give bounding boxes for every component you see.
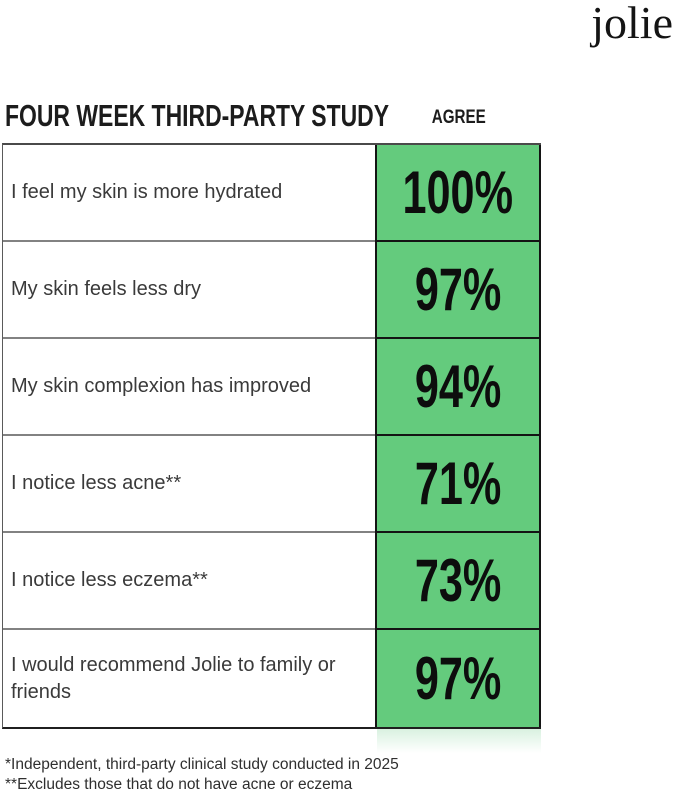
agree-value: 73% xyxy=(414,546,502,614)
agree-value-cell: 97% xyxy=(375,630,541,727)
statement-label: My skin feels less dry xyxy=(3,242,375,339)
study-title: FOUR WEEK THIRD-PARTY STUDY xyxy=(5,98,390,133)
green-column-glow xyxy=(377,729,541,753)
agree-value: 97% xyxy=(414,255,502,323)
table-row: I notice less acne** 71% xyxy=(3,436,541,533)
statement-label: I would recommend Jolie to family or fri… xyxy=(11,653,336,703)
agree-value: 71% xyxy=(414,449,502,517)
agree-value: 100% xyxy=(402,158,514,226)
agree-value-cell: 97% xyxy=(375,242,541,339)
statement-label: My skin complexion has improved xyxy=(3,339,375,436)
agree-value-cell: 71% xyxy=(375,436,541,533)
footnote-exclusion: **Excludes those that do not have acne o… xyxy=(5,776,353,793)
footnotes: *Independent, third-party clinical study… xyxy=(5,755,399,795)
study-results-table: I feel my skin is more hydrated 100% My … xyxy=(2,143,541,729)
statement-label: I notice less eczema** xyxy=(3,533,375,630)
table-row: I notice less eczema** 73% xyxy=(3,533,541,630)
table-row: I would recommend Jolie to family or fri… xyxy=(3,630,541,727)
statement-label: I notice less acne** xyxy=(3,436,375,533)
table-row: I feel my skin is more hydrated 100% xyxy=(3,145,541,242)
agree-column-header-text: AGREE xyxy=(431,107,487,128)
table-row: My skin feels less dry 97% xyxy=(3,242,541,339)
agree-value-cell: 100% xyxy=(375,145,541,242)
agree-column-header: AGREE xyxy=(377,108,541,127)
footnote-study: *Independent, third-party clinical study… xyxy=(5,756,399,773)
table-row: My skin complexion has improved 94% xyxy=(3,339,541,436)
agree-value: 94% xyxy=(414,352,502,420)
agree-value-cell: 94% xyxy=(375,339,541,436)
brand-logo: jolie xyxy=(591,0,673,48)
agree-value-cell: 73% xyxy=(375,533,541,630)
agree-value: 97% xyxy=(414,644,502,712)
statement-label: I feel my skin is more hydrated xyxy=(3,145,375,242)
